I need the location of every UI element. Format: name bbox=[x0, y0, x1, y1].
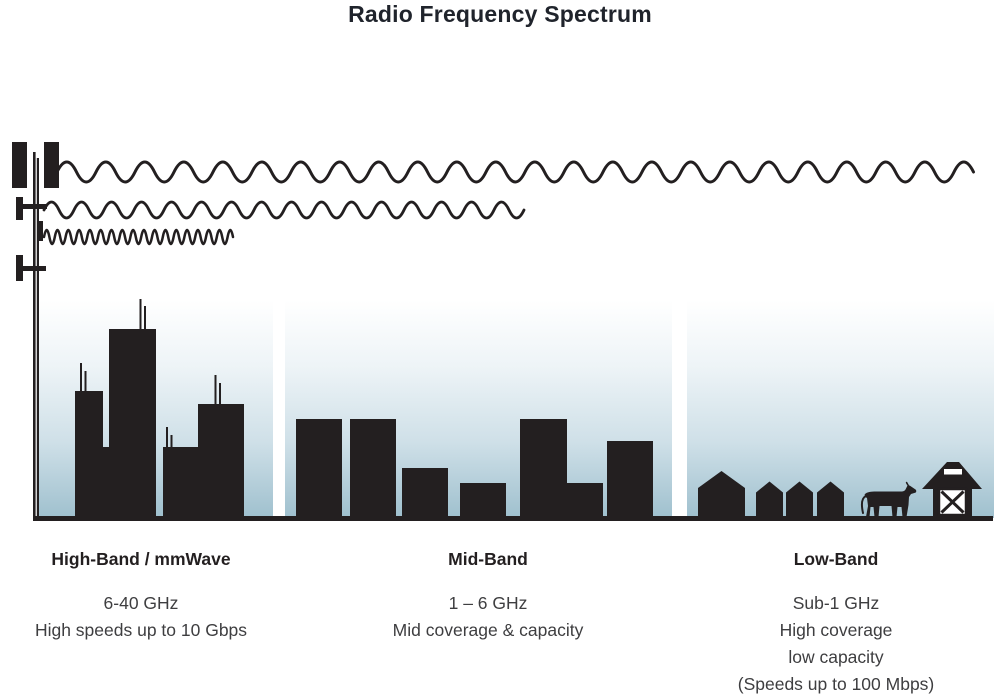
low-band-heading: Low-Band bbox=[793, 549, 879, 569]
mid-band-frequency: 1 – 6 GHz bbox=[448, 593, 528, 613]
high-band-heading: High-Band / mmWave bbox=[51, 549, 231, 569]
short-wave-icon bbox=[42, 228, 235, 246]
low-band-capacity: low capacity bbox=[788, 647, 884, 667]
medium-wave-icon bbox=[42, 200, 526, 220]
label-mid-band: Mid-Band 1 – 6 GHz Mid coverage & capaci… bbox=[393, 549, 584, 644]
high-band-description: High speeds up to 10 Gbps bbox=[34, 620, 248, 640]
rural-houses-icon bbox=[698, 471, 844, 518]
low-band-coverage: High coverage bbox=[779, 620, 893, 640]
long-wave-icon bbox=[55, 160, 975, 184]
mid-band-details: 1 – 6 GHz Mid coverage & capacity bbox=[393, 590, 584, 644]
high-band-frequency: 6-40 GHz bbox=[103, 593, 179, 613]
city-skyline-icon bbox=[75, 299, 244, 518]
low-band-frequency: Sub-1 GHz bbox=[792, 593, 880, 613]
label-high-band: High-Band / mmWave 6-40 GHz High speeds … bbox=[35, 549, 247, 644]
page-title: Radio Frequency Spectrum bbox=[348, 1, 652, 27]
cow-icon bbox=[860, 481, 917, 517]
mid-band-heading: Mid-Band bbox=[448, 549, 528, 569]
cell-tower-icon bbox=[12, 142, 59, 518]
mid-band-description: Mid coverage & capacity bbox=[392, 620, 584, 640]
ground-line bbox=[33, 516, 993, 521]
low-band-speed: (Speeds up to 100 Mbps) bbox=[737, 674, 935, 694]
high-band-details: 6-40 GHz High speeds up to 10 Gbps bbox=[35, 590, 247, 644]
suburb-buildings-icon bbox=[296, 419, 653, 518]
low-band-details: Sub-1 GHz High coverage low capacity (Sp… bbox=[738, 590, 935, 698]
barn-icon bbox=[922, 462, 982, 518]
label-low-band: Low-Band Sub-1 GHz High coverage low cap… bbox=[738, 549, 935, 698]
